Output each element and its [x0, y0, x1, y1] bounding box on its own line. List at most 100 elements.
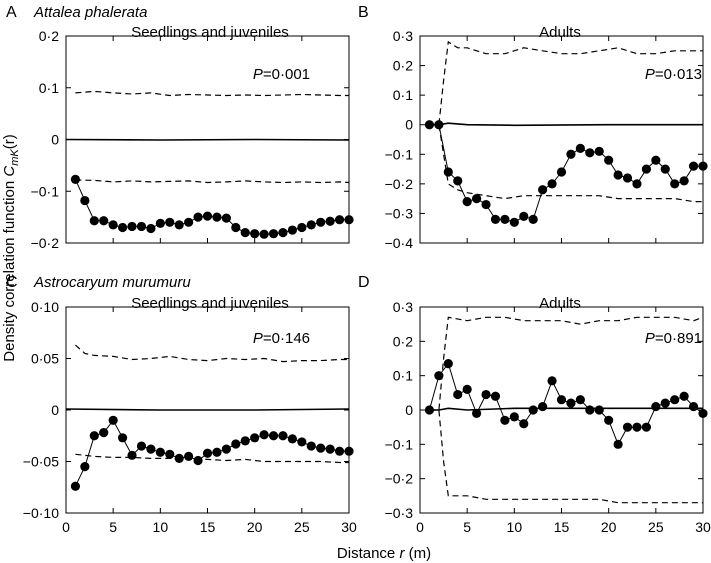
panel-b-observed-line: [429, 124, 703, 223]
panel-a-data-point: [146, 223, 156, 234]
panel-c-letter: C: [6, 274, 18, 291]
panel-a-data-point: [297, 222, 307, 233]
panel-d-data-point: [509, 412, 519, 422]
panel-c-xtick-label: 20: [247, 519, 263, 535]
panel-b-letter: B: [358, 4, 369, 21]
panel-c-data-point: [165, 449, 175, 459]
panel-c-data-point: [202, 448, 213, 458]
panel-a-lower-envelope: [75, 179, 350, 184]
panel-a: A Attalea phalerata Seedlings and juveni…: [6, 4, 354, 251]
panel-c-data-point: [250, 433, 260, 443]
panel-c-observed-line: [74, 419, 349, 487]
panel-a-data-point: [80, 195, 90, 206]
panel-c-data-point: [306, 441, 316, 451]
panel-a-data-point: [193, 212, 203, 222]
panel-a-data-point: [287, 225, 297, 235]
panel-b-ytick-label: 0·2: [393, 58, 413, 74]
panel-b-ytick-label: −0·3: [385, 205, 414, 221]
panel-b-data-point: [604, 155, 614, 165]
panel-a-letter: A: [6, 4, 17, 21]
panel-d-xtick-label: 5: [463, 519, 471, 535]
panel-c-xtick-label: 5: [109, 519, 117, 535]
panel-d-data-point: [547, 376, 557, 386]
panel-b-ytick-label: −0·4: [385, 235, 414, 251]
panel-c-data-point: [70, 481, 81, 491]
panel-b-lower-envelope: [429, 124, 703, 203]
panel-d-data-point: [641, 422, 652, 432]
panel-b-data-point: [632, 179, 642, 189]
panel-c-data-point: [221, 444, 231, 454]
panel-c-lower-envelope: [75, 453, 349, 464]
panel-d-ytick-label: −0·3: [385, 505, 414, 521]
panel-d-data-point: [698, 408, 708, 419]
panel-c: C Astrocaryum murumuru Seedlings and juv…: [6, 274, 357, 535]
panel-d-data-point: [575, 395, 585, 405]
panel-d-data-point: [472, 408, 482, 419]
panel-c-xtick-label: 15: [200, 519, 216, 535]
panel-d-upper-envelope: [429, 316, 704, 411]
panel-b-data-point: [622, 173, 633, 183]
panel-a-ytick-label: −0·1: [31, 183, 60, 199]
panel-d-xtick-label: 15: [554, 519, 570, 535]
panel-c-ytick-label: 0·10: [31, 299, 59, 315]
panel-b-ytick-label: 0·1: [393, 87, 413, 103]
panel-a-data-point: [165, 217, 175, 227]
panel-b-data-point: [698, 161, 708, 171]
panel-a-data-point: [108, 220, 118, 230]
panel-a-ytick-label: 0: [51, 132, 59, 148]
panel-a-data-point: [250, 229, 260, 239]
panel-a-data-point: [221, 213, 231, 223]
panel-d-data-point: [613, 439, 623, 449]
panel-c-data-point: [155, 447, 165, 457]
panel-c-data-point: [287, 434, 297, 444]
panel-c-data-point: [240, 436, 250, 446]
panel-b-data-point: [481, 199, 491, 210]
panel-c-xtick-label: 25: [294, 519, 310, 535]
panel-b-upper-envelope: [429, 40, 703, 126]
panel-b-pvalue: P=0·013: [645, 66, 702, 83]
panel-d-expectation-line: [429, 407, 703, 411]
panel-b-data-point: [641, 164, 652, 174]
panel-c-expectation-line: [65, 408, 350, 411]
panel-d-ytick-label: 0·2: [393, 333, 413, 349]
panel-a-pvalue: P=0·001: [253, 66, 310, 83]
panel-b-data-point: [490, 214, 501, 224]
panel-d-xtick-label: 30: [695, 519, 711, 535]
panel-c-data-point: [316, 443, 326, 453]
panel-d-data-point: [585, 405, 595, 415]
panel-a-data-point: [89, 216, 99, 226]
panel-c-data-point: [325, 444, 335, 454]
panel-b: B Adults P=0·013 −0·4 −0·3 −0·2 −0·1 0 0·1 0·2…: [358, 4, 708, 251]
panel-c-data-point: [268, 431, 279, 441]
panel-c-ytick-label: 0: [51, 402, 59, 418]
panel-a-data-point: [136, 221, 147, 232]
panel-d-data-point: [566, 398, 576, 408]
panel-d-data-point: [556, 395, 567, 405]
panel-a-data-point: [325, 216, 335, 226]
panel-c-data-point: [99, 428, 109, 438]
panel-a-data-point: [202, 211, 213, 221]
panel-d-letter: D: [358, 274, 370, 291]
panel-b-data-point: [688, 161, 699, 171]
panel-c-data-point: [278, 431, 288, 441]
panel-b-data-point: [538, 185, 548, 195]
panel-d-xtick-label: 0: [416, 519, 424, 535]
panel-c-data-point: [212, 447, 222, 457]
panel-a-data-point: [99, 216, 109, 226]
panel-b-ytick-label: 0·3: [393, 28, 413, 44]
panel-a-data-point: [184, 217, 194, 227]
panel-d-ytick-label: 0·3: [393, 299, 413, 315]
panel-a-upper-envelope: [75, 90, 349, 97]
panel-b-data-point: [453, 176, 463, 186]
panel-d-data-point: [622, 422, 633, 432]
panel-d-xtick-label: 25: [648, 519, 664, 535]
panel-c-xtick-label: 10: [153, 519, 169, 535]
panel-d-lower-envelope: [429, 409, 703, 504]
panel-d-data-point: [434, 371, 444, 381]
panel-d-data-point: [453, 389, 463, 400]
panel-b-title: Adults: [539, 24, 581, 41]
panel-b-data-point: [566, 149, 576, 159]
panel-a-data-point: [127, 221, 137, 232]
panel-b-data-point: [443, 167, 453, 177]
panel-d-data-point: [490, 391, 501, 401]
